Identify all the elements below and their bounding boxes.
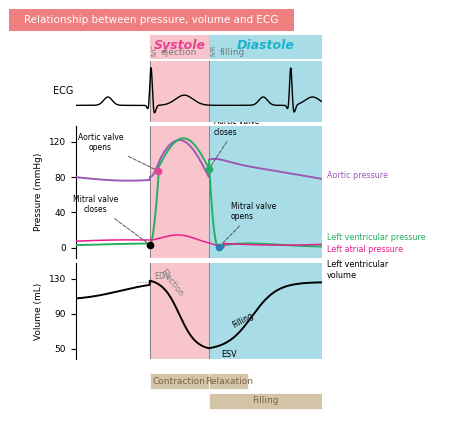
FancyBboxPatch shape	[0, 7, 308, 32]
Text: ejection: ejection	[161, 48, 197, 57]
Y-axis label: Pressure (mmHg): Pressure (mmHg)	[35, 153, 44, 231]
Bar	[209, 373, 248, 389]
Text: IVR: IVR	[210, 45, 216, 56]
Text: Ejection: Ejection	[158, 267, 185, 298]
Text: Filling: Filling	[231, 311, 255, 330]
Bar	[150, 126, 209, 258]
Bar	[150, 35, 209, 59]
Text: Diastole: Diastole	[237, 39, 294, 53]
Text: Aortic valve
opens: Aortic valve opens	[78, 133, 156, 170]
Text: EDV: EDV	[155, 272, 171, 281]
Text: Relaxation: Relaxation	[205, 377, 253, 385]
Text: Left ventricular
volume: Left ventricular volume	[327, 261, 388, 280]
Text: ECG: ECG	[53, 86, 73, 96]
Bar	[209, 126, 322, 258]
Bar	[209, 393, 322, 409]
Text: Aortic valve
closes: Aortic valve closes	[210, 117, 259, 166]
Bar	[209, 61, 322, 122]
Y-axis label: Volume (mL): Volume (mL)	[34, 283, 43, 339]
Bar	[150, 61, 209, 122]
Text: filling: filling	[220, 48, 245, 57]
Text: Mitral valve
closes: Mitral valve closes	[73, 195, 147, 243]
Text: Left atrial pressure: Left atrial pressure	[327, 245, 403, 254]
Bar	[209, 35, 322, 59]
Text: Mitral valve
opens: Mitral valve opens	[221, 202, 276, 245]
Bar	[209, 263, 322, 359]
Text: ESV: ESV	[221, 350, 237, 360]
Text: Contraction: Contraction	[153, 377, 206, 385]
Text: Left ventricular pressure: Left ventricular pressure	[327, 233, 426, 242]
Bar	[150, 373, 209, 389]
Text: Relationship between pressure, volume and ECG: Relationship between pressure, volume an…	[25, 15, 279, 25]
Text: Aortic pressure: Aortic pressure	[327, 171, 388, 180]
Text: Filling: Filling	[252, 396, 279, 405]
Text: Systole: Systole	[154, 39, 205, 53]
Bar	[150, 263, 209, 359]
Text: IVC: IVC	[151, 45, 157, 56]
